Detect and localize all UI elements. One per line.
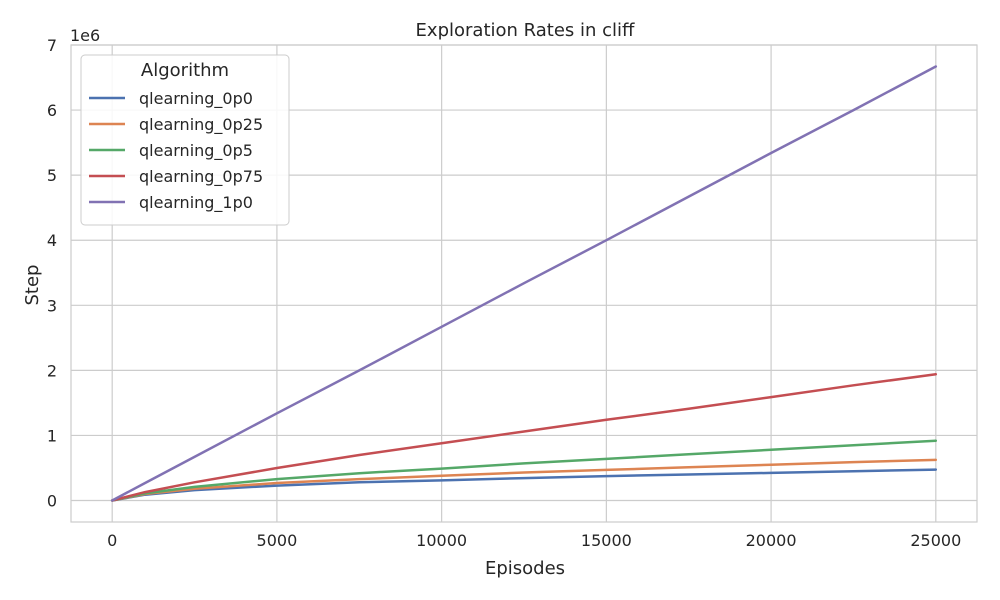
series-line-qlearning_0p75 [110,373,938,502]
legend: Algorithm qlearning_0p0qlearning_0p25qle… [80,54,290,226]
series-lines [110,65,938,502]
legend-label-qlearning_0p0: qlearning_0p0 [139,89,253,109]
legend-box [80,54,290,226]
legend-label-qlearning_0p25: qlearning_0p25 [139,115,263,135]
x-tick-label: 5000 [257,531,298,550]
x-axis-label: Episodes [485,558,565,579]
plot-frame [70,44,978,523]
legend-label-qlearning_0p75: qlearning_0p75 [139,167,263,187]
y-axis-label: Step [22,265,43,306]
series-line-qlearning_1p0 [110,65,938,502]
series-line-qlearning_0p5 [110,439,938,502]
x-tick-label: 25000 [910,531,961,550]
y-tick-label: 6 [47,101,57,120]
x-tick-labels: 0 5000 10000 15000 20000 25000 [107,531,961,550]
series-line-qlearning_0p25 [110,458,938,502]
y-tick-label: 0 [47,492,57,511]
y-tick-label: 1 [47,426,57,445]
x-tick-label: 0 [107,531,117,550]
y-tick-label: 2 [47,361,57,380]
legend-items: qlearning_0p0 qlearning_0p25 qlearning_0p5… [89,89,263,213]
y-tick-label: 5 [47,166,57,185]
legend-title: Algorithm [141,60,229,81]
x-tick-label: 15000 [581,531,632,550]
y-tick-labels: 0 1 2 3 4 5 6 7 [47,36,57,511]
y-tick-label: 3 [47,296,57,315]
legend-label-qlearning_0p5: qlearning_0p5 [139,141,253,161]
y-offset-text: 1e6 [70,26,100,45]
y-tick-label: 7 [47,36,57,55]
y-tick-label: 4 [47,231,57,250]
x-tick-label: 20000 [746,531,797,550]
x-tick-label: 10000 [416,531,467,550]
chart-title: Exploration Rates in cliff [416,20,635,41]
legend-label-qlearning_1p0: qlearning_1p0 [139,193,253,213]
